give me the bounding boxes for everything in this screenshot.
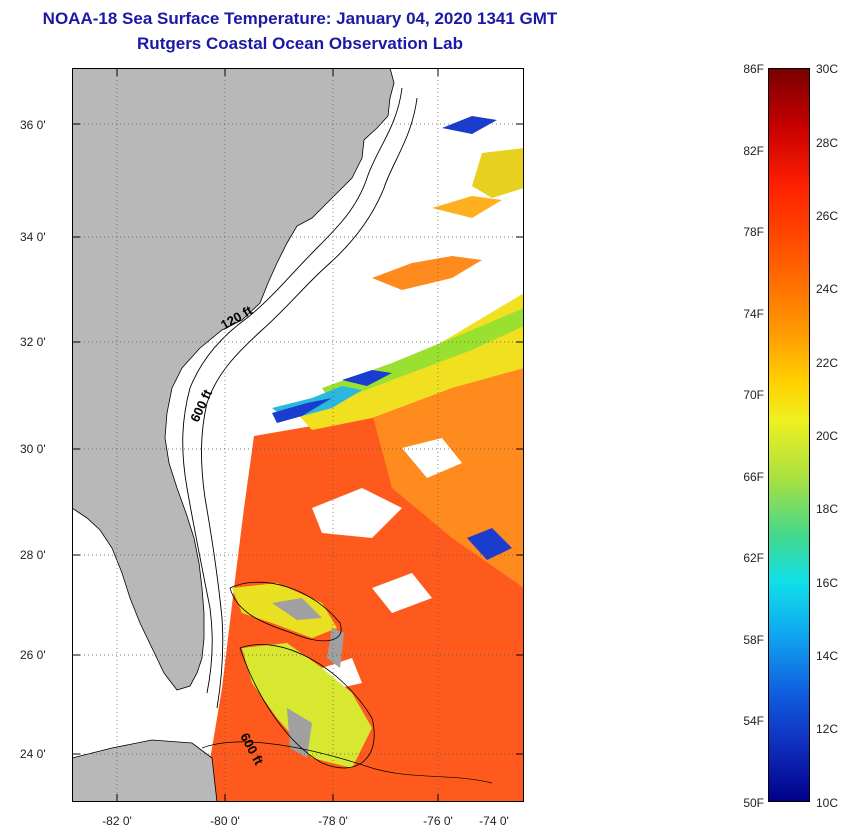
land-southeast-us bbox=[72, 68, 395, 691]
lat-label-24: 24 0' bbox=[20, 747, 46, 761]
sst-patch-blue-2 bbox=[272, 398, 332, 423]
contour-bahamas-3 bbox=[201, 741, 493, 784]
sst-patch-blue-4 bbox=[467, 528, 512, 560]
land-cuba bbox=[72, 739, 218, 802]
colorbar-f-70: 70F bbox=[743, 388, 764, 402]
lon-label-80: -80 0' bbox=[210, 814, 240, 828]
lat-label-32: 32 0' bbox=[20, 335, 46, 349]
map-frame bbox=[72, 68, 524, 802]
colorbar-c-24: 24C bbox=[816, 282, 839, 296]
colorbar-f-86: 86F bbox=[743, 62, 764, 76]
contour-bahamas-1 bbox=[229, 581, 342, 642]
lat-label-28: 28 0' bbox=[20, 548, 46, 562]
lat-label-36: 36 0' bbox=[20, 118, 46, 132]
colorbar-c-16: 16C bbox=[816, 576, 839, 590]
sst-region-orange bbox=[372, 353, 524, 588]
axis-ticks bbox=[72, 68, 524, 802]
colorbar-c-14: 14C bbox=[816, 649, 839, 663]
lon-label-78: -78 0' bbox=[318, 814, 348, 828]
sst-patch-blue-3 bbox=[342, 370, 392, 386]
cloud-2 bbox=[402, 438, 462, 478]
colorbar-f-50: 50F bbox=[743, 796, 764, 810]
lat-label-34: 34 0' bbox=[20, 230, 46, 244]
sst-patch-north-3 bbox=[432, 196, 502, 218]
lon-label-74: -74 0' bbox=[479, 814, 509, 828]
sst-patch-north-2 bbox=[372, 256, 482, 290]
bahamas-bank-south bbox=[242, 643, 372, 768]
bahamas-island-2 bbox=[287, 708, 312, 758]
sst-patch-blue-1 bbox=[442, 116, 497, 134]
colorbar-f-62: 62F bbox=[743, 551, 764, 565]
map-subtitle: Rutgers Coastal Ocean Observation Lab bbox=[137, 34, 463, 53]
bahamas-island-1 bbox=[272, 598, 322, 620]
colorbar-f-82: 82F bbox=[743, 144, 764, 158]
lat-label-26: 26 0' bbox=[20, 648, 46, 662]
contour-600ft bbox=[201, 97, 418, 709]
contour-bahamas-2 bbox=[239, 644, 375, 769]
graticule bbox=[72, 68, 524, 802]
colorbar-c-28: 28C bbox=[816, 136, 839, 150]
lat-label-30: 30 0' bbox=[20, 442, 46, 456]
colorbar-c-30: 30C bbox=[816, 62, 839, 76]
bahamas-island-3 bbox=[327, 628, 344, 668]
colorbar-c-20: 20C bbox=[816, 429, 839, 443]
colorbar bbox=[768, 68, 810, 802]
contour-120ft bbox=[182, 87, 403, 694]
lon-label-82: -82 0' bbox=[102, 814, 132, 828]
colorbar-f-66: 66F bbox=[743, 470, 764, 484]
colorbar-c-10: 10C bbox=[816, 796, 839, 810]
cloud-1 bbox=[312, 488, 402, 538]
colorbar-c-26: 26C bbox=[816, 209, 839, 223]
colorbar-c-18: 18C bbox=[816, 502, 839, 516]
map-title: NOAA-18 Sea Surface Temperature: January… bbox=[42, 9, 558, 28]
cloud-3 bbox=[372, 573, 432, 613]
sst-patch-north-1 bbox=[472, 148, 524, 198]
colorbar-c-22: 22C bbox=[816, 356, 839, 370]
sst-map: 120 ft 600 ft 600 ft bbox=[72, 68, 524, 802]
colorbar-f-54: 54F bbox=[743, 714, 764, 728]
colorbar-f-78: 78F bbox=[743, 225, 764, 239]
colorbar-f-74: 74F bbox=[743, 307, 764, 321]
lon-label-76: -76 0' bbox=[423, 814, 453, 828]
colorbar-f-58: 58F bbox=[743, 633, 764, 647]
colorbar-c-12: 12C bbox=[816, 722, 839, 736]
